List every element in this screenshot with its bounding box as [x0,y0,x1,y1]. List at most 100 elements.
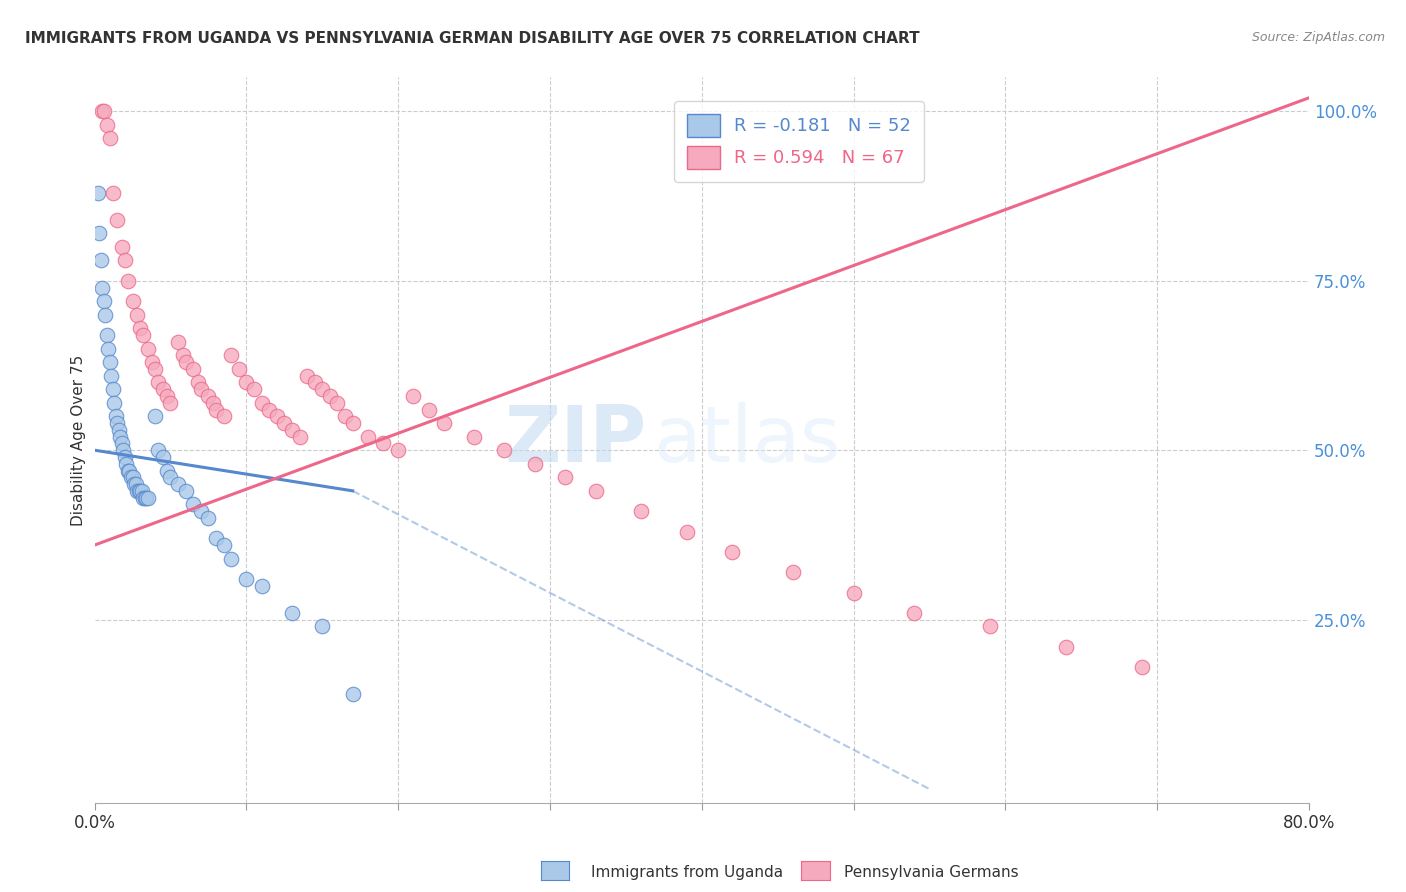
Point [295,368,318,383]
Point [105,212,128,227]
Point [104,409,127,424]
Point [103,396,125,410]
Point [159,470,181,484]
Point [152,450,174,464]
Point [554,470,576,484]
Point [523,457,546,471]
Point [205,531,228,545]
Point [156,389,179,403]
Point [782,565,804,579]
Point [101,382,124,396]
Legend: R = -0.181   N = 52, R = 0.594   N = 67: R = -0.181 N = 52, R = 0.594 N = 67 [675,101,924,182]
Point [93,294,115,309]
Point [100,368,122,383]
Point [124,477,146,491]
Point [121,470,143,484]
Point [89,227,111,241]
Point [205,402,228,417]
Point [243,382,266,396]
Point [304,376,326,390]
Point [326,396,349,410]
Point [197,389,219,403]
Point [167,334,190,349]
Point [1130,660,1153,674]
Text: Pennsylvania Germans: Pennsylvania Germans [844,865,1018,880]
Point [311,382,333,396]
Point [174,355,197,369]
Point [842,585,865,599]
Point [128,483,150,498]
Point [181,497,204,511]
Point [585,483,607,498]
Point [463,429,485,443]
Point [122,477,145,491]
Point [97,342,120,356]
Point [148,376,170,390]
Point [136,342,159,356]
Point [112,443,135,458]
Point [96,328,118,343]
Point [143,362,166,376]
Point [979,619,1001,633]
Point [190,382,212,396]
Point [159,396,181,410]
Point [235,376,257,390]
Point [387,443,409,458]
Point [110,429,132,443]
Point [281,423,304,437]
Point [342,687,364,701]
Point [101,186,124,200]
Point [371,436,394,450]
Point [197,511,219,525]
Point [257,402,280,417]
Point [357,429,380,443]
Point [148,443,170,458]
Text: Source: ZipAtlas.com: Source: ZipAtlas.com [1251,31,1385,45]
Text: Immigrants from Uganda: Immigrants from Uganda [591,865,783,880]
Point [136,491,159,505]
Point [105,416,128,430]
Point [167,477,190,491]
Point [190,504,212,518]
Point [111,436,134,450]
Point [187,376,209,390]
Point [721,545,744,559]
Point [433,416,456,430]
Point [141,355,163,369]
Point [402,389,425,403]
Point [172,348,194,362]
Point [266,409,288,424]
Point [86,186,108,200]
Point [319,389,342,403]
Point [125,483,148,498]
Point [143,409,166,424]
Point [152,382,174,396]
Point [181,362,204,376]
Point [212,538,235,552]
Point [91,104,114,119]
Point [212,409,235,424]
Point [114,253,136,268]
Point [98,355,121,369]
Point [108,423,131,437]
Point [333,409,356,424]
Text: IMMIGRANTS FROM UGANDA VS PENNSYLVANIA GERMAN DISABILITY AGE OVER 75 CORRELATION: IMMIGRANTS FROM UGANDA VS PENNSYLVANIA G… [25,31,920,46]
Point [311,619,333,633]
Point [90,253,112,268]
Point [235,572,257,586]
Point [675,524,697,539]
Point [250,396,273,410]
Point [132,491,155,505]
Point [281,606,304,620]
Point [342,416,364,430]
Point [117,463,139,477]
Point [91,280,114,294]
Point [201,396,224,410]
Point [250,579,273,593]
Point [273,416,295,430]
Point [132,328,155,343]
Point [129,321,152,335]
Point [156,463,179,477]
Point [219,551,242,566]
Point [96,118,118,132]
